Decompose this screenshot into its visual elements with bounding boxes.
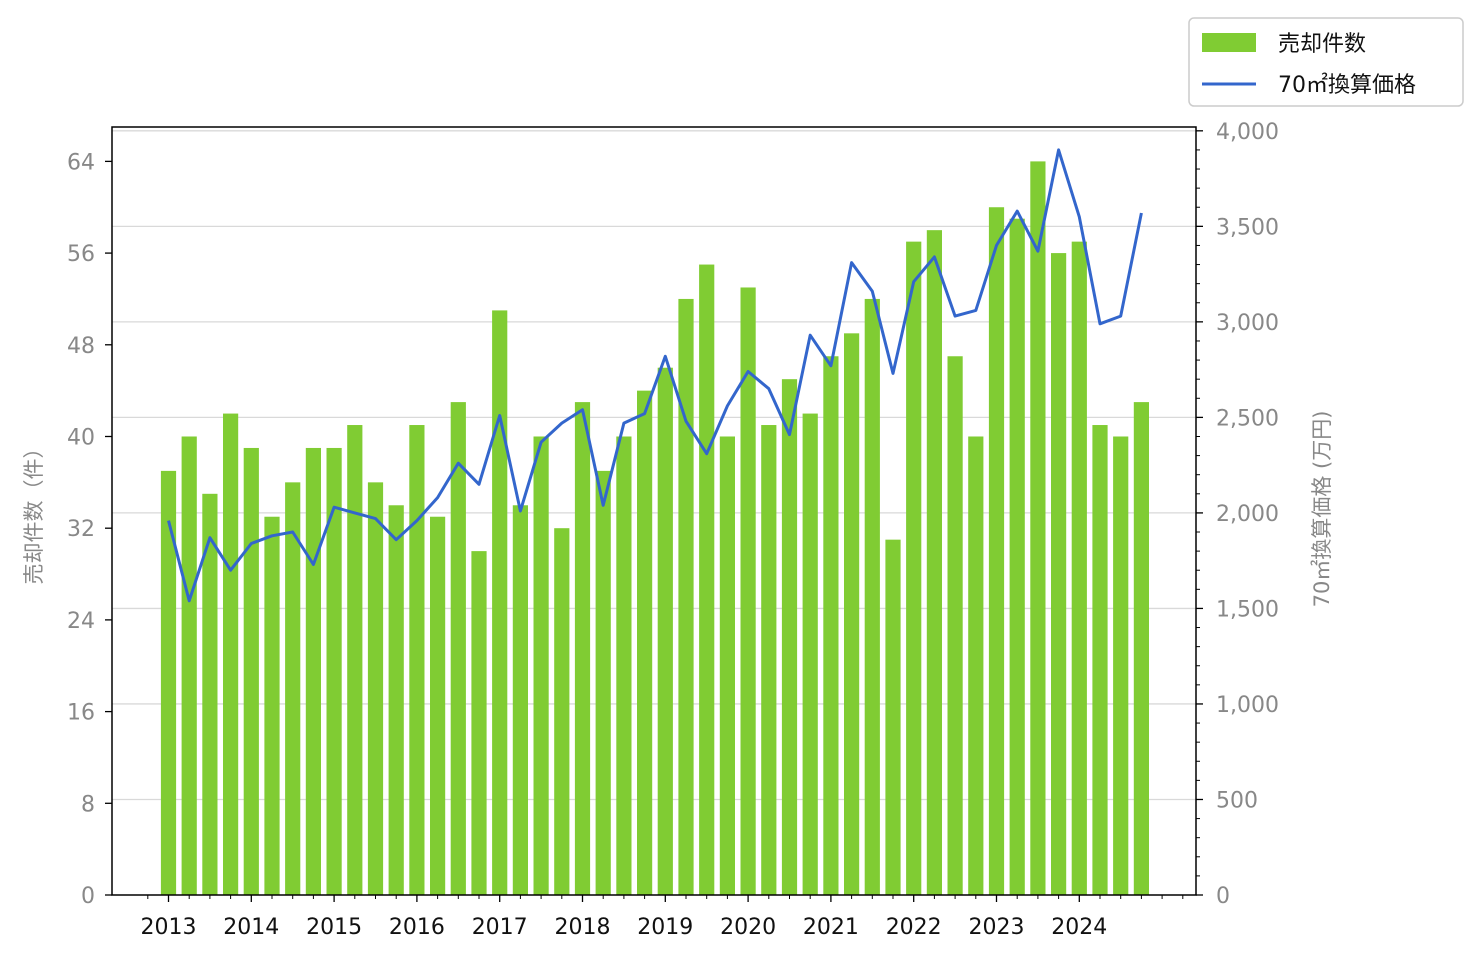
right-axis-title: 70㎡換算価格 (万円) — [1310, 411, 1334, 608]
bar — [1092, 425, 1108, 895]
legend-entry-sales-count: 売却件数 — [1278, 32, 1366, 57]
left-tick-label: 24 — [67, 609, 95, 634]
bar — [657, 367, 673, 895]
bar — [305, 447, 321, 895]
price-line — [167, 148, 1143, 603]
bar — [492, 310, 508, 896]
bar — [450, 402, 466, 895]
x-tick-label: 2017 — [472, 915, 528, 940]
right-tick-label: 4,000 — [1216, 120, 1279, 145]
bar — [347, 425, 363, 895]
bar — [988, 207, 1005, 896]
bar — [223, 413, 239, 895]
bar — [678, 298, 694, 895]
right-tick-label: 500 — [1216, 788, 1258, 813]
bar — [595, 470, 611, 895]
plot-frame — [111, 126, 1197, 896]
bar — [616, 436, 632, 895]
left-tick-label: 56 — [67, 242, 95, 267]
bar — [367, 482, 384, 895]
bar — [926, 230, 942, 895]
bar — [823, 356, 839, 895]
left-tick-label: 40 — [67, 425, 95, 450]
legend-bar-swatch — [1202, 33, 1256, 52]
right-tick-label: 2,500 — [1216, 406, 1279, 431]
bar — [1133, 402, 1149, 895]
x-tick-label: 2021 — [803, 915, 859, 940]
legend-entry-price: 70㎡換算価格 — [1278, 72, 1416, 98]
bar — [885, 539, 901, 895]
legend: 売却件数 70㎡換算価格 — [1188, 17, 1464, 107]
bar — [864, 298, 880, 895]
left-axis: 0 8 16 24 32 40 48 56 64 — [67, 150, 112, 909]
left-tick-label: 16 — [67, 701, 95, 726]
left-tick-label: 48 — [67, 334, 95, 359]
x-tick-label: 2016 — [389, 915, 445, 940]
bar — [1009, 218, 1025, 896]
bar — [533, 436, 549, 895]
left-axis-title: 売却件数（件） — [22, 438, 46, 585]
x-tick-label: 2023 — [969, 915, 1025, 940]
line-series-layer — [167, 148, 1143, 603]
bar — [512, 505, 528, 895]
bar — [637, 390, 653, 895]
bar — [906, 241, 922, 896]
x-tick-label: 2019 — [637, 915, 693, 940]
bar — [844, 333, 860, 895]
bar — [326, 447, 342, 895]
bar — [409, 425, 425, 895]
right-tick-label: 2,000 — [1216, 502, 1279, 527]
right-axis: 0 500 1,000 1,500 2,000 2,500 3,000 3,500 4,000 — [1196, 120, 1279, 909]
right-tick-label: 0 — [1216, 884, 1230, 909]
left-tick-label: 64 — [67, 150, 95, 175]
bar — [1071, 241, 1087, 896]
bar — [181, 436, 197, 895]
x-tick-label: 2022 — [886, 915, 942, 940]
bar — [740, 287, 756, 895]
right-tick-label: 3,500 — [1216, 215, 1279, 240]
left-tick-label: 32 — [67, 517, 95, 542]
bar — [554, 528, 570, 895]
bar — [719, 436, 735, 895]
bar — [802, 413, 818, 895]
bar — [781, 379, 798, 896]
right-tick-label: 3,000 — [1216, 311, 1279, 336]
bar — [388, 505, 404, 895]
bar — [968, 436, 984, 895]
bar — [430, 516, 446, 895]
x-tick-label: 2024 — [1051, 915, 1107, 940]
x-tick-label: 2014 — [223, 915, 279, 940]
right-tick-label: 1,000 — [1216, 693, 1279, 718]
x-axis: 2013 2014 2015 2016 2017 2018 2019 2020 2021 2022… — [141, 895, 1184, 940]
bar — [699, 264, 715, 895]
left-tick-label: 8 — [81, 792, 95, 817]
x-tick-label: 2020 — [720, 915, 776, 940]
bar — [1051, 253, 1067, 896]
x-tick-label: 2015 — [306, 915, 362, 940]
x-tick-label: 2013 — [141, 915, 197, 940]
bar — [243, 447, 259, 895]
bar — [947, 356, 963, 895]
left-tick-label: 0 — [81, 884, 95, 909]
right-tick-label: 1,500 — [1216, 597, 1279, 622]
bar — [1113, 436, 1129, 895]
bar — [761, 425, 777, 895]
bar — [471, 551, 487, 895]
x-tick-label: 2018 — [555, 915, 611, 940]
bar — [264, 516, 280, 895]
bar-series — [160, 161, 1149, 896]
bar — [574, 402, 591, 895]
bar — [160, 470, 177, 895]
bar — [1030, 161, 1046, 895]
bar — [202, 493, 218, 895]
legend-box — [1188, 17, 1464, 107]
bar — [285, 482, 301, 895]
